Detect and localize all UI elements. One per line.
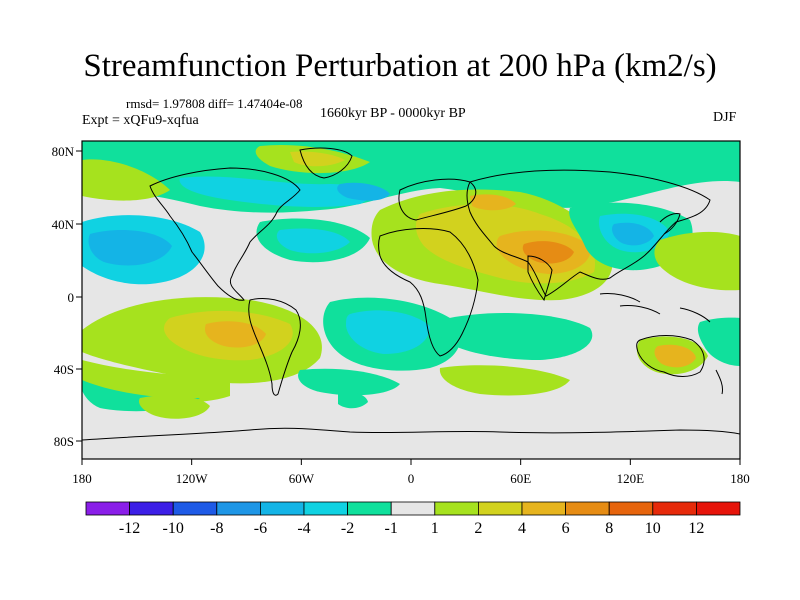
contour-europe-yellow xyxy=(470,194,516,211)
lat-tick-label: 40N xyxy=(52,217,75,232)
colorbar-label: 2 xyxy=(474,520,482,537)
contour-indian-neg xyxy=(436,313,593,360)
contour-aus-yellow xyxy=(654,344,696,368)
colorbar-label: 8 xyxy=(605,520,613,537)
colorbar-label: -4 xyxy=(297,520,310,537)
contour-eurasia-deep xyxy=(522,241,574,264)
lat-tick-label: 80N xyxy=(52,144,75,159)
colorbar-label: 1 xyxy=(431,520,439,537)
coast-india xyxy=(527,255,553,302)
contour-fields xyxy=(82,141,740,441)
lon-tick-label: 60W xyxy=(289,471,315,486)
colorbar-swatch xyxy=(172,501,218,516)
coast-indonesia xyxy=(599,293,711,323)
lon-tick-label: 120W xyxy=(176,471,209,486)
colorbar-label: -2 xyxy=(341,520,354,537)
coast-japan xyxy=(659,213,681,235)
colorbar-swatch xyxy=(129,501,174,516)
colorbar-label: 4 xyxy=(518,520,526,537)
colorbar-label: -6 xyxy=(254,520,267,537)
contour-south-pacific-pos xyxy=(138,395,210,419)
latitude-axis: 80N 40N 0 40S 80S xyxy=(52,144,82,449)
coast-africa xyxy=(378,228,479,357)
lon-tick-label: 0 xyxy=(408,471,415,486)
coast-newzealand xyxy=(715,369,723,395)
contour-north-cyan xyxy=(179,176,369,207)
coast-australia xyxy=(636,335,705,377)
coastlines xyxy=(82,147,740,441)
period-label: 1660kyr BP - 0000kyr BP xyxy=(320,106,466,121)
lon-tick-label: 60E xyxy=(510,471,531,486)
contour-arctic-positive xyxy=(82,159,170,201)
contour-arctic-positive-3 xyxy=(290,151,345,167)
lon-tick-label: 120E xyxy=(617,471,645,486)
season-label: DJF xyxy=(713,110,737,125)
colorbar-swatch xyxy=(216,501,261,516)
contour-atlantic-neg-2 xyxy=(276,228,350,254)
colorbar-swatch xyxy=(303,501,348,516)
colorbar-swatch xyxy=(347,501,392,516)
contour-nepacific-positive xyxy=(654,231,740,291)
contour-spacific-neg xyxy=(697,317,740,366)
colorbar-label: 10 xyxy=(645,520,661,537)
lat-tick-label: 0 xyxy=(68,290,75,305)
lon-tick-label: 180 xyxy=(72,471,92,486)
coast-south-america xyxy=(248,297,301,396)
contour-north-cyan-2 xyxy=(337,182,390,201)
colorbar-swatch xyxy=(85,501,130,516)
contour-small-blob xyxy=(338,392,368,409)
coast-north-america xyxy=(149,167,301,301)
contour-south-neg-mid xyxy=(298,368,400,396)
coast-greenland xyxy=(299,147,353,179)
colorbar-label: -12 xyxy=(119,520,140,537)
contour-tropical-orange xyxy=(204,321,266,348)
contour-south-atl-pos xyxy=(439,365,570,396)
colorbar-swatch xyxy=(652,501,697,516)
colorbar-label: -8 xyxy=(210,520,223,537)
colorbar-label: 12 xyxy=(688,520,704,537)
colorbar-swatch xyxy=(477,501,523,516)
colorbar-swatch xyxy=(521,501,566,516)
colorbar-swatch xyxy=(565,501,610,516)
coast-europe xyxy=(398,178,477,221)
colorbar-label: -1 xyxy=(385,520,398,537)
colorbar-swatch xyxy=(696,501,741,516)
colorbar-swatch xyxy=(608,501,654,516)
longitude-axis: 180 120W 60W 0 60E 120E 180 xyxy=(72,459,750,486)
colorbar-label: 6 xyxy=(562,520,570,537)
lon-tick-label: 180 xyxy=(730,471,750,486)
experiment-label: Expt = xQFu9-xqfua xyxy=(82,113,199,128)
colorbar-swatch xyxy=(259,501,305,516)
plot-title: Streamfunction Perturbation at 200 hPa (… xyxy=(83,48,717,84)
lat-tick-label: 80S xyxy=(54,434,74,449)
stats-label: rmsd= 1.97808 diff= 1.47404e-08 xyxy=(126,96,303,111)
contour-eastasia-neg-3 xyxy=(612,222,654,246)
colorbar-label: -10 xyxy=(163,520,184,537)
lat-tick-label: 40S xyxy=(54,362,74,377)
contour-npacific-neg-2 xyxy=(88,230,172,266)
colorbar: -12 -10 -8 -6 -4 -2 -1 1 2 4 6 8 10 12 xyxy=(85,501,741,537)
coast-antarctica xyxy=(82,427,740,441)
map-panel: 80N 40N 0 40S 80S 180 120W 60W 0 60E 120E 180 xyxy=(52,140,750,486)
contour-satlantic-neg-2 xyxy=(346,310,430,354)
coast-asia xyxy=(466,169,711,297)
colorbar-swatch xyxy=(434,501,479,516)
colorbar-swatch xyxy=(390,501,436,516)
